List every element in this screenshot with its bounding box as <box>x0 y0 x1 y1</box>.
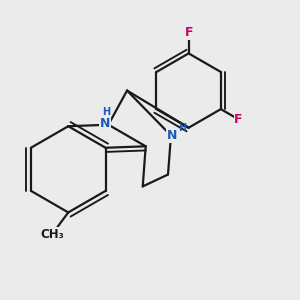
Text: N: N <box>167 129 177 142</box>
Text: N: N <box>100 117 111 130</box>
Text: F: F <box>234 113 243 126</box>
Text: F: F <box>184 26 193 40</box>
Text: H: H <box>102 107 110 117</box>
Text: H: H <box>178 123 186 133</box>
Text: CH₃: CH₃ <box>40 228 64 241</box>
